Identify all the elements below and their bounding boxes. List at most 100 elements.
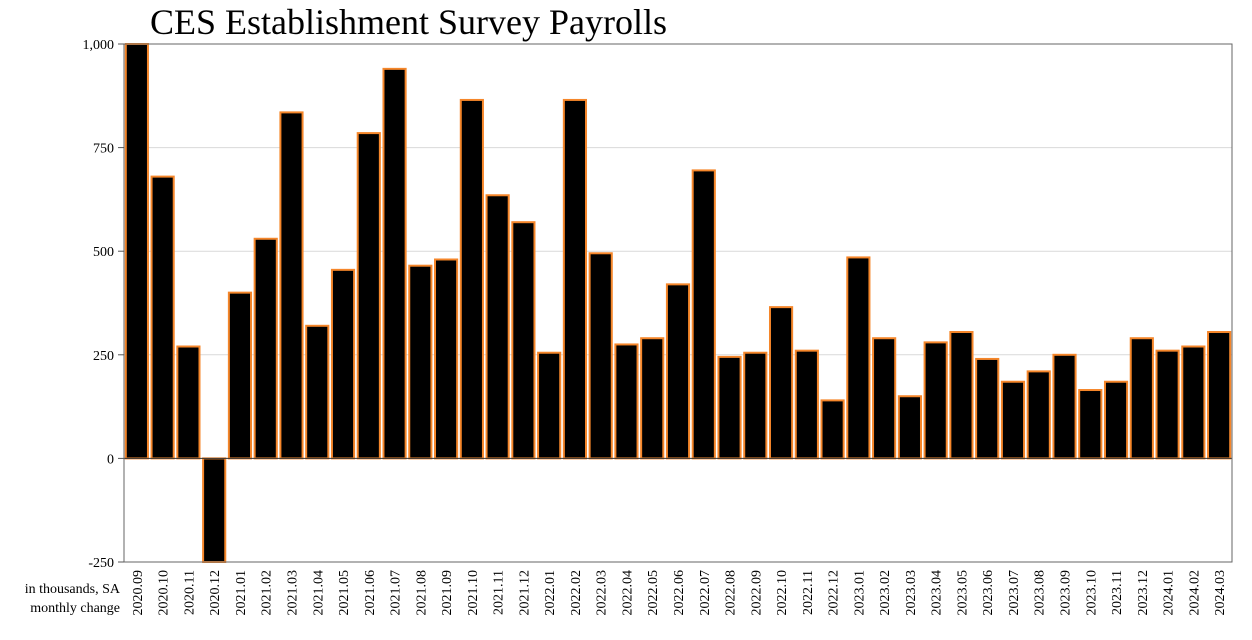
bar: [872, 337, 897, 460]
bar: [923, 341, 948, 460]
bar: [717, 355, 742, 460]
bar: [305, 324, 330, 460]
x-tick-label: 2023.05: [955, 570, 970, 616]
x-tick-label: 2022.07: [698, 570, 713, 616]
x-tick-label: 2022.04: [620, 570, 635, 616]
x-tick-label: 2021.09: [440, 570, 455, 616]
bar: [434, 258, 459, 460]
x-tick-label: 2023.06: [981, 570, 996, 616]
bar: [176, 345, 201, 460]
x-tick-label: 2021.12: [517, 570, 532, 616]
bar: [640, 337, 665, 460]
bar: [1129, 337, 1154, 460]
x-tick-label: 2021.04: [311, 570, 326, 616]
bar: [846, 256, 871, 460]
x-tick-label: 2023.11: [1110, 570, 1125, 615]
x-tick-label: 2023.02: [878, 570, 893, 616]
x-tick-label: 2023.04: [930, 570, 945, 616]
x-tick-label: 2022.06: [672, 570, 687, 616]
x-tick-label: 2022.12: [827, 570, 842, 616]
x-tick-label: 2022.01: [543, 570, 558, 616]
bar: [665, 283, 691, 460]
x-tick-label: 2023.01: [852, 570, 867, 616]
bar: [1103, 380, 1129, 460]
bar: [124, 43, 149, 460]
x-tick-label: 2020.09: [131, 570, 146, 616]
x-tick-label: 2020.11: [182, 570, 197, 615]
y-axis-ticks: -250 0 250 500 750 1,000: [83, 38, 124, 571]
bar: [897, 395, 922, 460]
bar: [820, 399, 845, 460]
bar: [279, 111, 304, 460]
chart-title: CES Establishment Survey Payrolls: [150, 2, 667, 42]
x-tick-label: 2021.10: [466, 570, 481, 616]
bar: [614, 343, 639, 460]
y-tick-label: 1,000: [83, 38, 115, 53]
y-tick-label: 0: [107, 452, 114, 467]
bar: [768, 306, 794, 460]
bar: [485, 194, 510, 460]
bar: [459, 98, 484, 460]
y-tick-label: 500: [93, 245, 114, 260]
x-tick-label: 2020.12: [208, 570, 223, 616]
bar: [743, 351, 768, 460]
bar: [949, 331, 974, 460]
x-tick-label: 2022.03: [595, 570, 610, 616]
x-tick-label: 2021.06: [363, 570, 378, 616]
x-tick-label: 2021.03: [285, 570, 300, 616]
x-tick-label: 2021.07: [389, 570, 404, 616]
bar: [227, 291, 253, 460]
plot-frame: [123, 43, 1233, 563]
x-tick-label: 2023.12: [1136, 570, 1151, 616]
x-axis-ticks: 2020.09 2020.10 2020.11 2020.12 2021.01 2021.…: [131, 570, 1228, 616]
x-tick-label: 2022.10: [775, 570, 790, 616]
x-tick-label: 2021.01: [234, 570, 249, 616]
x-tick-label: 2022.08: [724, 570, 739, 616]
x-tick-label: 2022.02: [569, 570, 584, 616]
bar: [1181, 345, 1206, 460]
y-tick-label: -250: [88, 556, 114, 571]
x-tick-label: 2021.02: [260, 570, 275, 616]
bar: [150, 175, 175, 460]
bar: [588, 252, 613, 460]
y-axis-unit-note: in thousands, SA monthly change: [0, 580, 120, 618]
bar: [202, 457, 227, 563]
y-tick-label: 250: [93, 349, 114, 364]
x-tick-label: 2024.01: [1162, 570, 1177, 616]
bars: [124, 43, 1232, 563]
unit-note-line-1: in thousands, SA: [24, 582, 120, 597]
bar: [1155, 349, 1180, 460]
bar: [356, 132, 381, 460]
x-tick-label: 2021.05: [337, 570, 352, 616]
x-tick-label: 2023.09: [1059, 570, 1074, 616]
x-tick-label: 2021.08: [414, 570, 429, 616]
bar: [1078, 389, 1103, 460]
bar: [1207, 331, 1232, 460]
x-tick-label: 2022.09: [749, 570, 764, 616]
bar: [511, 221, 536, 460]
x-tick-label: 2024.03: [1213, 570, 1228, 616]
bar: [691, 169, 716, 460]
x-tick-label: 2023.03: [904, 570, 919, 616]
x-tick-label: 2022.11: [801, 570, 816, 615]
x-tick-label: 2022.05: [646, 570, 661, 616]
bar: [537, 351, 562, 460]
x-tick-label: 2020.10: [157, 570, 172, 616]
bar: [794, 349, 819, 460]
x-tick-label: 2023.10: [1084, 570, 1099, 616]
bar: [382, 67, 407, 460]
x-tick-label: 2021.11: [492, 570, 507, 615]
x-tick-label: 2023.08: [1033, 570, 1048, 616]
bar: [1000, 380, 1026, 460]
x-tick-label: 2023.07: [1007, 570, 1022, 616]
x-tick-label: 2024.02: [1187, 570, 1202, 616]
bar: [562, 98, 588, 460]
y-tick-label: 750: [93, 142, 114, 157]
unit-note-line-2: monthly change: [30, 601, 120, 616]
bar: [975, 357, 1000, 460]
bar: [408, 264, 433, 460]
bar: [1052, 353, 1077, 460]
bar: [253, 237, 278, 460]
bar: [1026, 370, 1051, 460]
